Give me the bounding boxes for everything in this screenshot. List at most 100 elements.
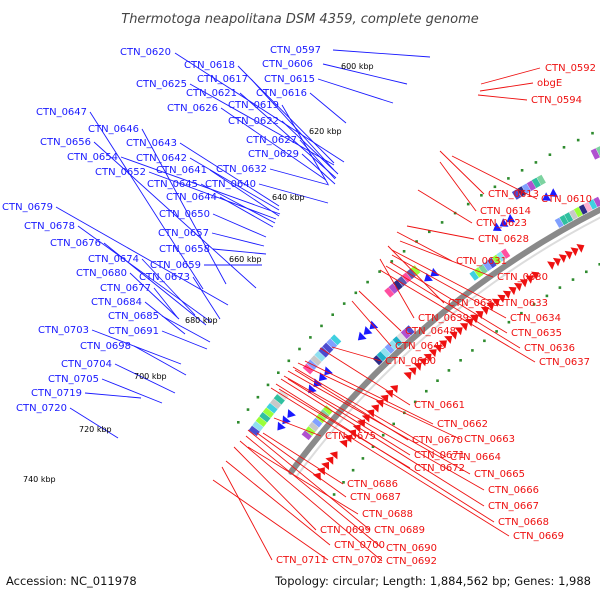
forward-gene-label[interactable]: CTN_0606 — [262, 59, 313, 70]
forward-gene-arrow — [549, 188, 559, 197]
forward-gene-label[interactable]: CTN_0703 — [38, 325, 89, 336]
forward-gene-label[interactable]: CTN_0625 — [136, 79, 187, 90]
reverse-gene-label[interactable]: CTN_0660 — [385, 356, 436, 367]
reverse-leader-line — [273, 417, 322, 437]
reverse-gene-label[interactable]: CTN_0614 — [480, 206, 531, 217]
reverse-gene-label[interactable]: CTN_0665 — [474, 469, 525, 480]
reverse-gene-label[interactable]: CTN_0610 — [541, 194, 592, 205]
reverse-gene-label[interactable]: CTN_0664 — [450, 452, 501, 463]
forward-gene-label[interactable]: CTN_0654 — [67, 152, 118, 163]
reverse-gene-label[interactable]: CTN_0675 — [325, 431, 376, 442]
forward-gene-label[interactable]: CTN_0673 — [139, 272, 190, 283]
reverse-leader-line — [233, 446, 317, 531]
forward-gene-label[interactable]: CTN_0629 — [248, 149, 299, 160]
reverse-gene-label[interactable]: CTN_0623 — [476, 218, 527, 229]
forward-gene-label[interactable]: CTN_0642 — [136, 153, 187, 164]
reverse-gene-label[interactable]: CTN_0592 — [545, 63, 596, 74]
reverse-gene-label[interactable]: CTN_0638 — [448, 298, 499, 309]
forward-gene-label[interactable]: CTN_0620 — [120, 47, 171, 58]
forward-gene-label[interactable]: CTN_0684 — [91, 297, 142, 308]
reverse-gene-label[interactable]: CTN_0628 — [478, 234, 529, 245]
forward-gene-label[interactable]: CTN_0619 — [228, 100, 279, 111]
reverse-gene-label[interactable]: CTN_0662 — [437, 419, 488, 430]
reverse-gene-label[interactable]: CTN_0633 — [497, 298, 548, 309]
forward-leader-line — [317, 78, 394, 104]
forward-gene-label[interactable]: CTN_0627 — [246, 135, 297, 146]
forward-gene-label[interactable]: CTN_0650 — [159, 209, 210, 220]
reverse-gene-label[interactable]: CTN_0631 — [456, 256, 507, 267]
forward-gene-label[interactable]: CTN_0617 — [197, 74, 248, 85]
reverse-gene-label[interactable]: obgE — [537, 78, 562, 89]
reverse-leader-line — [256, 432, 347, 498]
reverse-gene-label[interactable]: CTN_0649 — [395, 341, 446, 352]
forward-gene-label[interactable]: CTN_0640 — [205, 179, 256, 190]
forward-gene-label[interactable]: CTN_0646 — [88, 124, 139, 135]
forward-gene-label[interactable]: CTN_0618 — [184, 60, 235, 71]
forward-gene-label[interactable]: CTN_0691 — [108, 326, 159, 337]
reverse-gene-label[interactable]: CTN_0669 — [513, 531, 564, 542]
reverse-gene-label[interactable]: CTN_0668 — [498, 517, 549, 528]
reverse-gene-label[interactable]: CTN_0687 — [350, 492, 401, 503]
forward-gene-label[interactable]: CTN_0645 — [147, 179, 198, 190]
reverse-gene-arrow — [552, 257, 561, 267]
forward-gene-label[interactable]: CTN_0705 — [48, 374, 99, 385]
forward-gene-label[interactable]: CTN_0626 — [167, 103, 218, 114]
reverse-gene-label[interactable]: CTN_0648 — [405, 326, 456, 337]
forward-gene-label[interactable]: CTN_0641 — [156, 165, 207, 176]
reverse-gene-label[interactable]: CTN_0690 — [386, 543, 437, 554]
reverse-gene-label[interactable]: CTN_0634 — [510, 313, 561, 324]
reverse-gene-label[interactable]: CTN_0594 — [531, 95, 582, 106]
forward-gene-label[interactable]: CTN_0615 — [264, 74, 315, 85]
reverse-gene-label[interactable]: CTN_0671 — [414, 450, 465, 461]
reverse-gene-label[interactable]: CTN_0635 — [511, 328, 562, 339]
reverse-gene-label[interactable]: CTN_0699 — [320, 525, 371, 536]
forward-gene-label[interactable]: CTN_0632 — [216, 164, 267, 175]
reverse-gene-label[interactable]: CTN_0689 — [374, 525, 425, 536]
forward-gene-label[interactable]: CTN_0622 — [228, 116, 279, 127]
reverse-gene-label[interactable]: CTN_0700 — [334, 540, 385, 551]
reverse-gene-label[interactable]: CTN_0636 — [524, 343, 575, 354]
reverse-gene-label[interactable]: CTN_0630 — [497, 272, 548, 283]
forward-gene-label[interactable]: CTN_0647 — [36, 107, 87, 118]
reverse-gene-label[interactable]: CTN_0686 — [347, 479, 398, 490]
forward-gene-label[interactable]: CTN_0659 — [150, 260, 201, 271]
forward-gene-label[interactable]: CTN_0698 — [80, 341, 131, 352]
reverse-gene-label[interactable]: CTN_0639 — [418, 313, 469, 324]
forward-gene-label[interactable]: CTN_0679 — [2, 202, 53, 213]
reverse-gene-label[interactable]: CTN_0711 — [276, 555, 327, 566]
forward-gene-label[interactable]: CTN_0644 — [166, 192, 217, 203]
forward-gene-label[interactable]: CTN_0643 — [126, 138, 177, 149]
feature-block — [554, 217, 564, 228]
reverse-gene-label[interactable]: CTN_0613 — [488, 189, 539, 200]
forward-gene-label[interactable]: CTN_0597 — [270, 45, 321, 56]
reverse-gene-label[interactable]: CTN_0637 — [539, 357, 590, 368]
forward-gene-label[interactable]: CTN_0677 — [100, 283, 151, 294]
reverse-gene-label[interactable]: CTN_0692 — [386, 556, 437, 567]
forward-gene-label[interactable]: CTN_0616 — [256, 88, 307, 99]
gc-dot — [246, 408, 250, 411]
reverse-gene-label[interactable]: CTN_0702 — [332, 555, 383, 566]
reverse-gene-label[interactable]: CTN_0661 — [414, 400, 465, 411]
reverse-gene-label[interactable]: CTN_0688 — [362, 509, 413, 520]
feature-block — [501, 248, 511, 259]
forward-gene-label[interactable]: CTN_0652 — [95, 167, 146, 178]
forward-gene-label[interactable]: CTN_0674 — [88, 254, 139, 265]
forward-gene-label[interactable]: CTN_0676 — [50, 238, 101, 249]
forward-gene-label[interactable]: CTN_0658 — [159, 244, 210, 255]
forward-gene-label[interactable]: CTN_0720 — [16, 403, 67, 414]
reverse-gene-label[interactable]: CTN_0666 — [488, 485, 539, 496]
scale-label: 680 kbp — [185, 316, 218, 325]
forward-gene-label[interactable]: CTN_0719 — [31, 388, 82, 399]
reverse-gene-label[interactable]: CTN_0672 — [414, 463, 465, 474]
forward-gene-label[interactable]: CTN_0704 — [61, 359, 112, 370]
forward-gene-label[interactable]: CTN_0678 — [24, 221, 75, 232]
forward-gene-label[interactable]: CTN_0680 — [76, 268, 127, 279]
forward-gene-label[interactable]: CTN_0685 — [108, 311, 159, 322]
reverse-gene-label[interactable]: CTN_0667 — [488, 501, 539, 512]
reverse-gene-label[interactable]: CTN_0670 — [412, 435, 463, 446]
gc-dot — [332, 493, 336, 496]
forward-gene-label[interactable]: CTN_0621 — [186, 88, 237, 99]
forward-gene-label[interactable]: CTN_0656 — [40, 137, 91, 148]
forward-gene-label[interactable]: CTN_0657 — [158, 228, 209, 239]
reverse-gene-label[interactable]: CTN_0663 — [464, 434, 515, 445]
